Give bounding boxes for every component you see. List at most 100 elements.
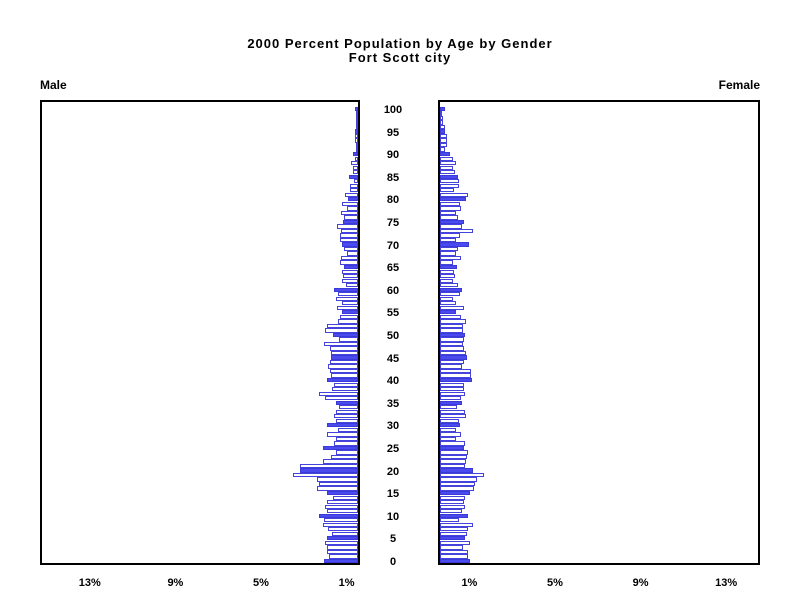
male-age-97-bar — [356, 120, 358, 125]
female-age-78-bar — [440, 206, 461, 211]
female-age-46-bar — [440, 350, 466, 356]
male-age-8-bar — [322, 522, 358, 527]
female-age-73-bar — [440, 228, 473, 234]
age-tick-label-50: 50 — [386, 330, 400, 342]
female-age-68-bar — [440, 251, 456, 256]
male-age-14-bar — [333, 495, 358, 500]
female-age-97-bar — [440, 120, 443, 125]
male-age-37-bar — [318, 391, 358, 396]
female-age-84-bar — [440, 179, 460, 184]
female-bars-area — [440, 102, 758, 564]
right-x-tick-label-13: 13% — [715, 577, 738, 589]
male-age-23-bar — [331, 454, 358, 460]
age-tick-label-25: 25 — [386, 443, 400, 455]
male-age-76-bar — [344, 215, 358, 220]
female-age-50-bar — [440, 332, 465, 338]
female-age-71-bar — [440, 237, 456, 243]
female-age-67-bar — [440, 255, 461, 261]
male-age-3-bar — [327, 545, 358, 550]
female-age-29-bar — [440, 427, 457, 433]
male-age-84-bar — [353, 179, 358, 184]
female-age-47-bar — [440, 346, 464, 351]
female-age-65-bar — [440, 265, 457, 270]
female-age-1-bar — [440, 554, 468, 559]
age-tick-label-90: 90 — [386, 149, 400, 162]
male-age-59-bar — [337, 292, 358, 297]
male-age-69-bar — [343, 246, 358, 252]
female-age-38-bar — [440, 387, 464, 392]
female-age-31-bar — [440, 418, 459, 423]
female-age-51-bar — [440, 328, 464, 333]
male-age-74-bar — [337, 224, 358, 229]
female-age-54-bar — [440, 314, 461, 320]
female-age-52-bar — [440, 323, 464, 329]
female-age-98-bar — [440, 115, 443, 121]
male-age-55-bar — [342, 310, 358, 315]
male-age-25-bar — [323, 445, 358, 451]
female-age-90-bar — [440, 152, 451, 157]
female-age-60-bar — [440, 287, 462, 292]
female-age-11-bar — [440, 509, 462, 514]
male-age-93-bar — [355, 138, 358, 143]
age-tick-label-40: 40 — [386, 375, 400, 388]
male-age-88-bar — [350, 161, 358, 166]
age-tick-label-35: 35 — [386, 397, 400, 410]
male-age-12-bar — [325, 504, 358, 509]
female-age-94-bar — [440, 133, 448, 139]
male-age-5-bar — [327, 536, 358, 541]
female-age-80-bar — [440, 197, 466, 202]
female-age-88-bar — [440, 161, 456, 166]
male-age-61-bar — [346, 283, 358, 288]
female-age-92-bar — [440, 142, 447, 148]
male-age-9-bar — [324, 518, 358, 523]
male-age-27-bar — [335, 436, 358, 442]
male-age-46-bar — [331, 350, 358, 356]
male-age-81-bar — [345, 192, 358, 197]
male-age-83-bar — [349, 183, 358, 188]
female-age-70-bar — [440, 242, 470, 247]
female-age-10-bar — [440, 513, 469, 518]
female-age-18-bar — [440, 477, 478, 482]
female-age-66-bar — [440, 260, 453, 265]
female-age-27-bar — [440, 436, 457, 442]
male-age-21-bar — [299, 463, 358, 469]
female-age-63-bar — [440, 274, 455, 279]
female-age-91-bar — [440, 147, 445, 152]
female-age-24-bar — [440, 450, 469, 455]
right-x-tick-label-5: 5% — [547, 577, 563, 589]
female-age-81-bar — [440, 192, 469, 197]
female-age-28-bar — [440, 432, 461, 437]
female-age-64-bar — [440, 269, 454, 274]
age-tick-label-5: 5 — [389, 533, 397, 546]
female-age-89-bar — [440, 156, 454, 161]
female-age-17-bar — [440, 481, 476, 487]
female-age-21-bar — [440, 463, 465, 469]
female-age-56-bar — [440, 305, 464, 310]
male-age-50-bar — [333, 332, 358, 338]
age-tick-label-65: 65 — [386, 262, 400, 275]
male-age-6-bar — [332, 531, 358, 536]
male-age-2-bar — [327, 549, 358, 555]
female-age-99-bar — [440, 111, 442, 116]
male-age-29-bar — [337, 427, 358, 433]
female-age-13-bar — [440, 500, 464, 505]
female-age-61-bar — [440, 283, 459, 288]
male-age-95-bar — [354, 129, 358, 134]
male-age-48-bar — [324, 341, 358, 347]
female-age-40-bar — [440, 378, 472, 383]
female-age-76-bar — [440, 215, 459, 220]
female-age-96-bar — [440, 124, 446, 130]
male-age-19-bar — [293, 472, 358, 478]
age-tick-label-0: 0 — [389, 556, 397, 568]
female-age-20-bar — [440, 468, 473, 473]
male-age-20-bar — [300, 468, 358, 473]
male-age-68-bar — [347, 251, 358, 256]
male-age-16-bar — [317, 486, 358, 491]
age-tick-label-45: 45 — [386, 352, 400, 365]
male-age-82-bar — [349, 188, 358, 193]
female-age-41-bar — [440, 373, 471, 378]
male-age-71-bar — [339, 237, 358, 243]
female-age-0-bar — [440, 558, 470, 564]
female-age-15-bar — [440, 491, 470, 496]
